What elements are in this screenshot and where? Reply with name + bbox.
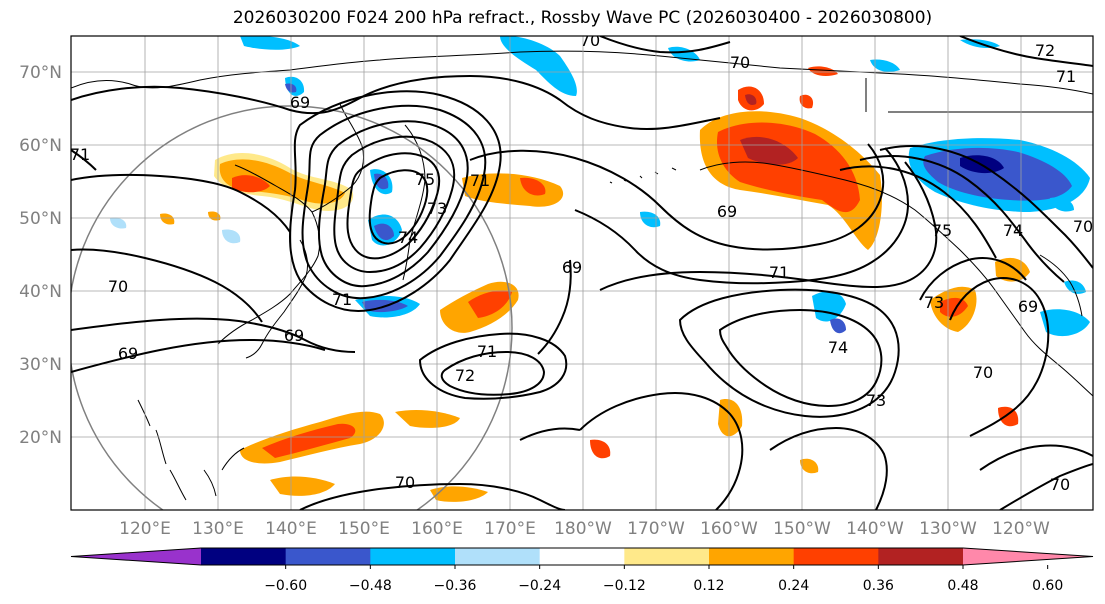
colorbar-outline [70, 547, 1094, 566]
contour-label: 70 [1073, 217, 1093, 236]
contour-label: 70 [1050, 475, 1070, 494]
contour-label: 70 [108, 277, 128, 296]
contour-label: 69 [717, 202, 737, 221]
contour-label: 73 [924, 293, 944, 312]
lon-label: 130°E [192, 519, 244, 539]
lon-label: 120°W [992, 519, 1050, 539]
contour-label: 71 [1056, 67, 1076, 86]
contour-lines [71, 36, 1093, 510]
contour-label: 70 [580, 31, 600, 50]
lon-label: 170°E [484, 519, 536, 539]
lon-label: 180°W [554, 519, 612, 539]
contour-label: 71 [477, 342, 497, 361]
colorbar-tick-label: 0.48 [947, 578, 978, 594]
contour-labels: 70 72 71 70 69 71 75 74 73 71 69 75 74 7… [70, 31, 1093, 494]
contour-label: 71 [470, 171, 490, 190]
map-frame [70, 35, 1094, 511]
lon-label: 140°E [265, 519, 317, 539]
contour-label: 75 [415, 170, 435, 189]
contour-label: 70 [395, 473, 415, 492]
lon-label: 130°W [919, 519, 977, 539]
colorbar-bin [455, 548, 541, 565]
colorbar-bin [793, 548, 879, 565]
colorbar-tick-label: −0.36 [434, 578, 477, 594]
contour-label: 69 [118, 344, 138, 363]
contour-label: 69 [284, 326, 304, 345]
colorbar-bin [370, 548, 456, 565]
colorbar-bin [539, 548, 625, 565]
lat-label: 50°N [19, 209, 62, 229]
lon-label: 160°W [700, 519, 758, 539]
colorbar-extension-low [71, 548, 201, 565]
contour-label: 73 [866, 391, 886, 410]
lon-label: 160°E [411, 519, 463, 539]
lon-label: 170°W [627, 519, 685, 539]
contour-label: 75 [932, 221, 952, 240]
contour-label: 69 [562, 258, 582, 277]
colorbar-extension-high [963, 548, 1093, 565]
negative-anomaly-shading [110, 36, 1090, 337]
colorbar-bin [201, 548, 287, 565]
colorbar-tick-label: 0.60 [1032, 578, 1063, 594]
lon-label: 150°W [773, 519, 831, 539]
lon-label: 150°E [338, 519, 390, 539]
colorbar-tick-label: −0.60 [264, 578, 307, 594]
contour-label: 73 [427, 199, 447, 218]
contour-label: 72 [455, 366, 475, 385]
colorbar-bin [709, 548, 795, 565]
lat-label: 30°N [19, 355, 62, 375]
colorbar-tick-label: 0.24 [778, 578, 809, 594]
contour-label: 71 [70, 145, 90, 164]
colorbar-bin [878, 548, 964, 565]
contour-label: 71 [769, 263, 789, 282]
colorbar-tick-label: 0.36 [863, 578, 894, 594]
colorbar-bin [624, 548, 710, 565]
lat-label: 60°N [19, 136, 62, 156]
plot-title: 2026030200 F024 200 hPa refract., Rossby… [232, 8, 933, 28]
contour-label: 70 [730, 53, 750, 72]
contour-label: 74 [1003, 221, 1023, 240]
great-circle-outline [71, 105, 513, 510]
colorbar: −0.60 −0.48 −0.36 −0.24 −0.12 0.12 0.24 0.36 0.4… [70, 547, 1094, 594]
colorbar-tick-label: 0.12 [693, 578, 724, 594]
latitude-labels: 70°N 60°N 50°N 40°N 30°N 20°N [19, 63, 62, 448]
longitude-labels: 120°E 130°E 140°E 150°E 160°E 170°E 180°… [119, 519, 1050, 539]
lat-label: 70°N [19, 63, 62, 83]
contour-label: 69 [290, 93, 310, 112]
colorbar-tick-label: −0.24 [518, 578, 561, 594]
lat-label: 40°N [19, 282, 62, 302]
colorbar-tick-label: −0.12 [603, 578, 646, 594]
contour-label: 72 [1035, 41, 1055, 60]
colorbar-bin [285, 548, 371, 565]
lat-label: 20°N [19, 428, 62, 448]
contour-label: 74 [828, 338, 848, 357]
lon-label: 140°W [846, 519, 904, 539]
positive-anomaly-shading [160, 66, 1030, 502]
contour-label: 69 [1018, 297, 1038, 316]
contour-label: 71 [332, 290, 352, 309]
lon-label: 120°E [119, 519, 171, 539]
contour-label: 70 [973, 363, 993, 382]
contour-label: 74 [398, 228, 418, 247]
colorbar-tick-label: −0.48 [349, 578, 392, 594]
